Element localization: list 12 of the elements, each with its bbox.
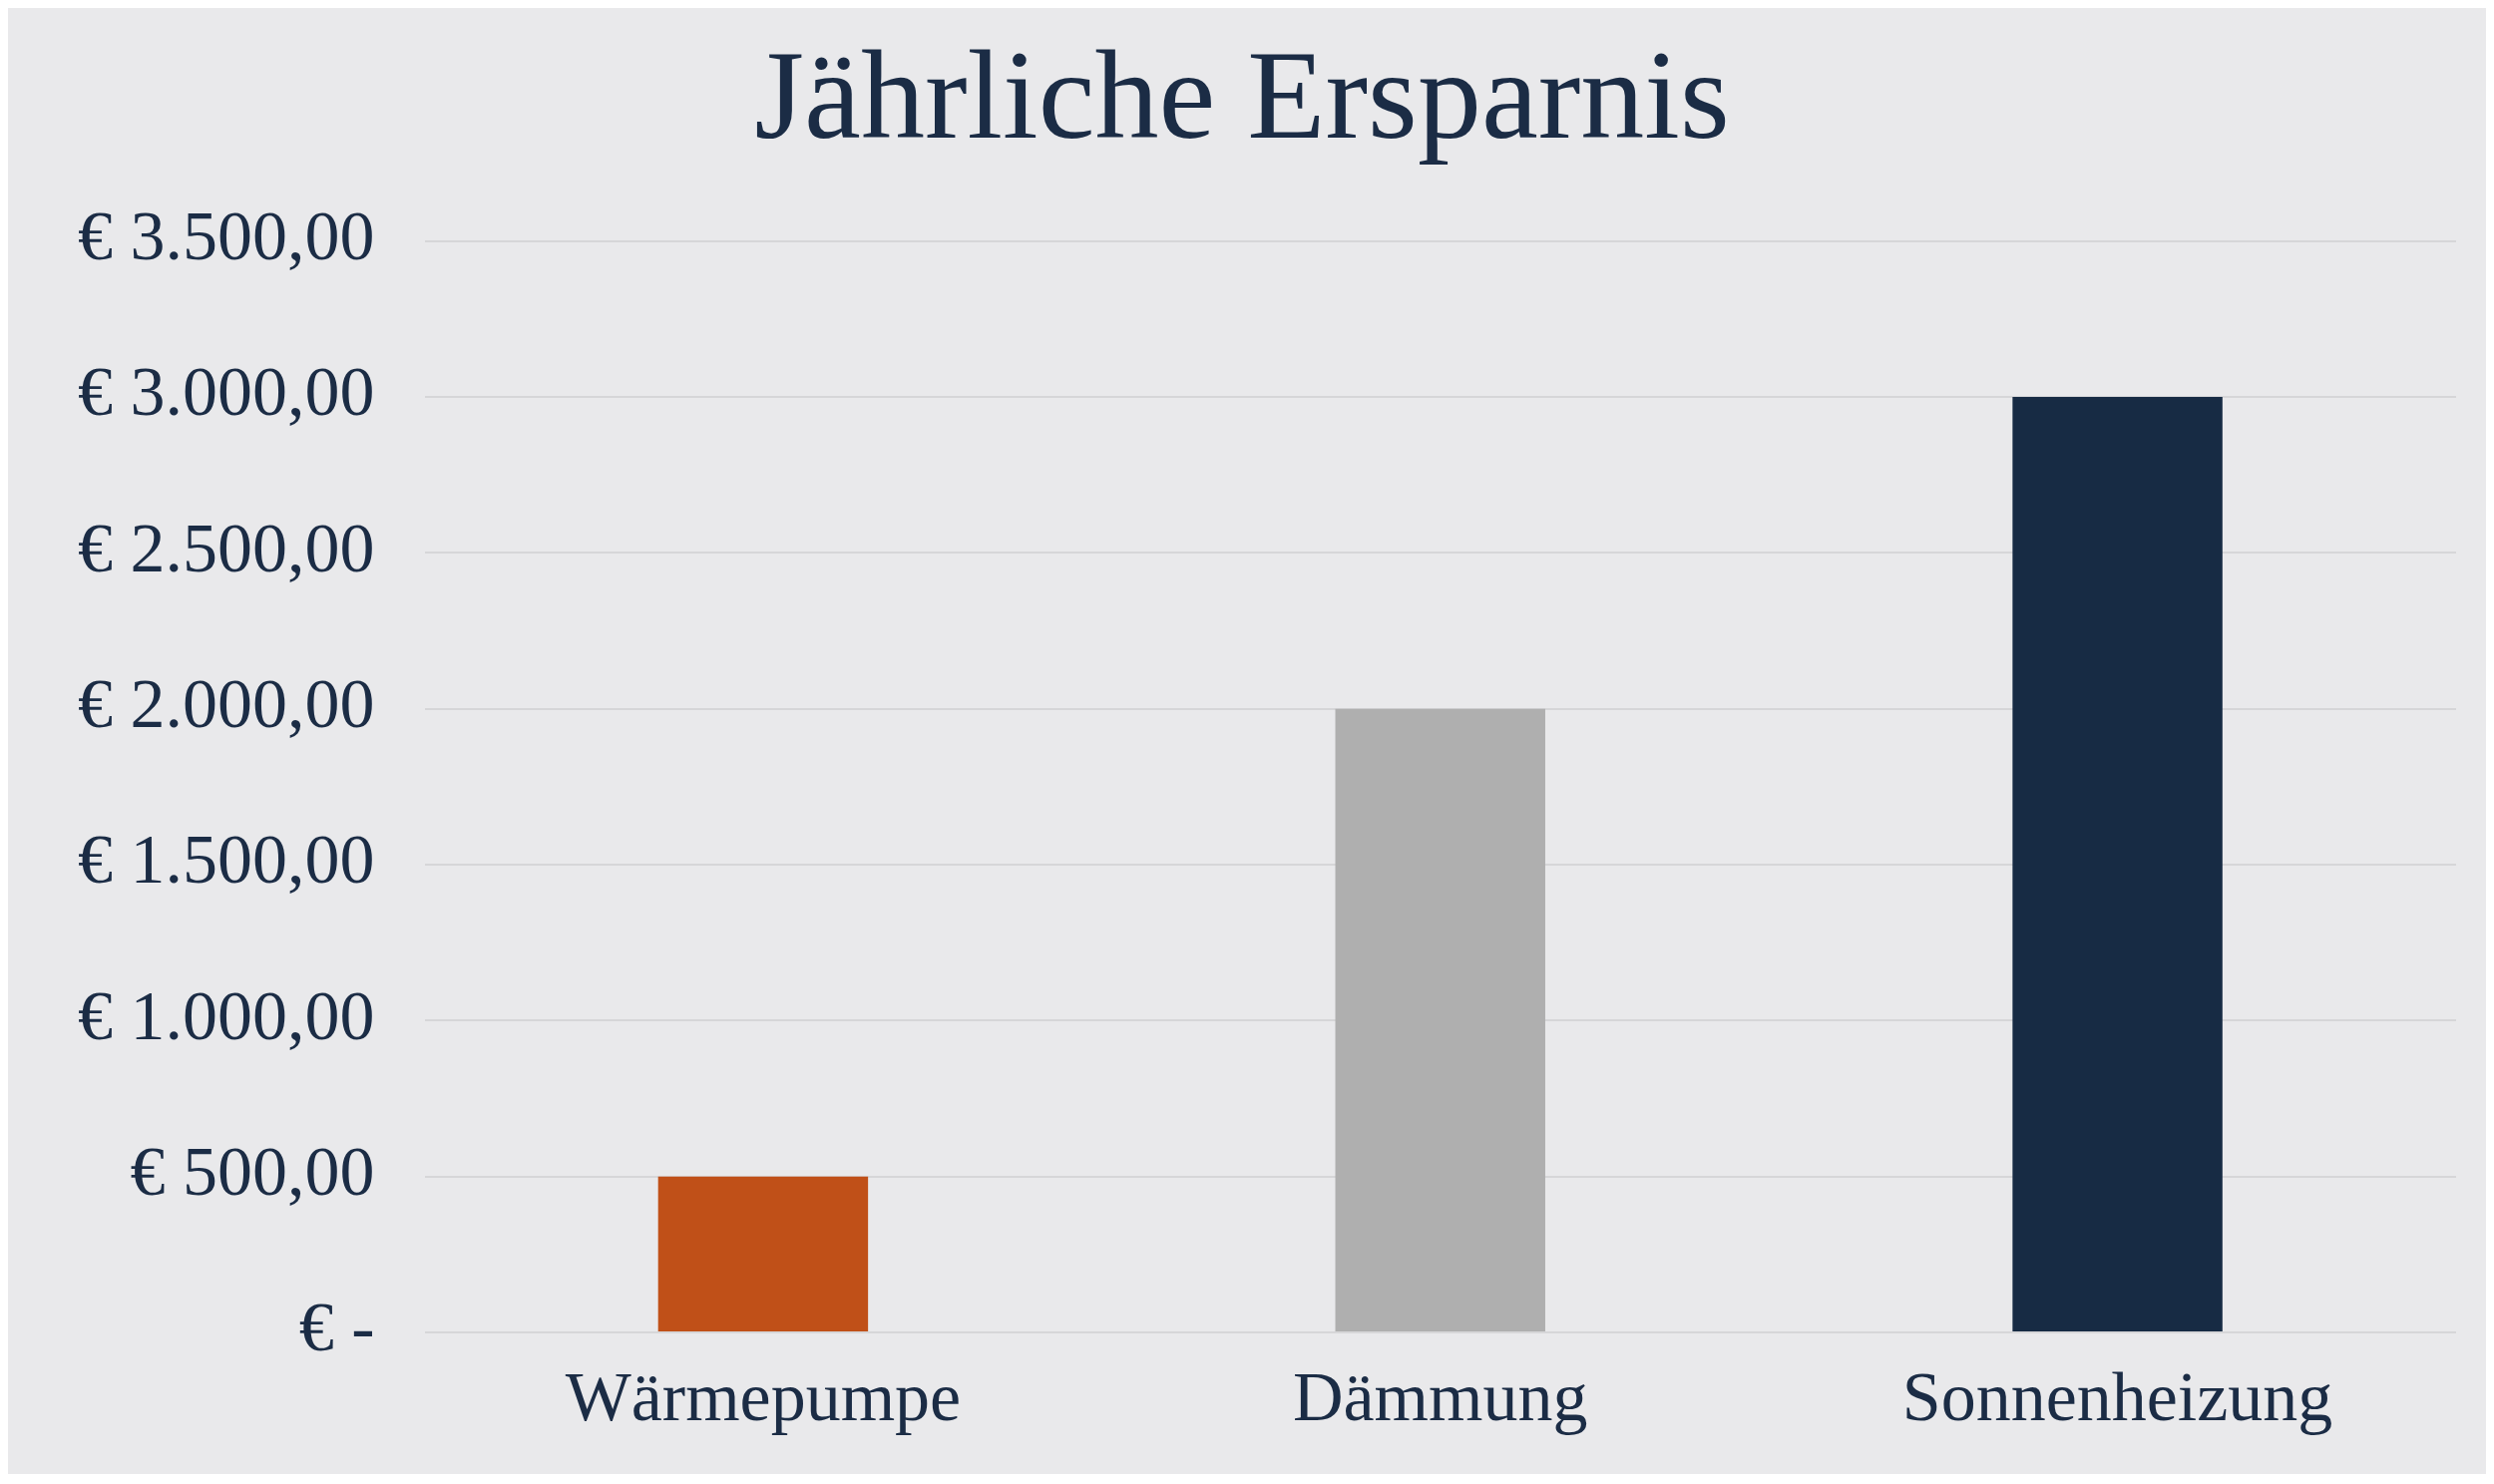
y-tick-label: € 3.000,00 [78,353,375,431]
y-tick-label: € - [298,1289,375,1366]
y-tick-label: € 2.000,00 [78,665,375,743]
y-tick-label: € 1.500,00 [78,821,375,899]
y-tick-label: € 2.500,00 [78,509,375,586]
chart-title: Jährliche Ersparnis [754,24,1730,167]
x-tick-label: Wärmepumpe [565,1358,962,1436]
y-tick-label: € 500,00 [130,1133,375,1211]
y-tick-label: € 1.000,00 [78,976,375,1054]
y-tick-label: € 3.500,00 [78,196,375,274]
x-tick-label: Dämmung [1292,1358,1588,1436]
x-tick-label: Sonnenheizung [1901,1358,2333,1436]
